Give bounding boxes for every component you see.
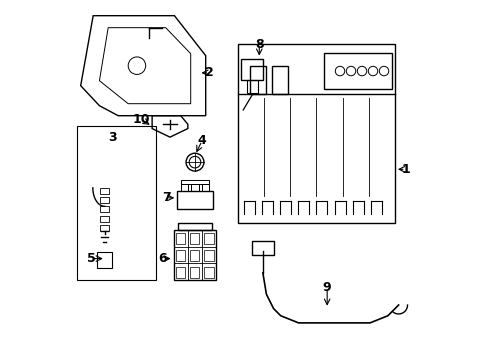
- Bar: [204, 250, 214, 261]
- Text: 5: 5: [87, 252, 96, 265]
- Bar: [202, 184, 209, 192]
- Text: 4: 4: [198, 134, 206, 147]
- Text: 8: 8: [255, 38, 264, 51]
- Bar: [190, 233, 199, 244]
- Text: 7: 7: [162, 192, 171, 204]
- Bar: [176, 250, 185, 261]
- Text: 9: 9: [323, 281, 331, 294]
- Bar: [181, 184, 188, 192]
- Bar: [176, 233, 185, 244]
- Bar: [178, 222, 212, 230]
- Bar: [204, 233, 214, 244]
- Bar: [77, 126, 156, 280]
- Bar: [204, 266, 214, 278]
- Text: 3: 3: [108, 131, 117, 144]
- Bar: [190, 250, 199, 261]
- Text: 6: 6: [159, 252, 167, 265]
- Bar: [252, 241, 273, 255]
- Bar: [192, 184, 198, 192]
- Bar: [176, 266, 185, 278]
- Bar: [190, 266, 199, 278]
- Text: 10: 10: [133, 113, 150, 126]
- Text: 1: 1: [401, 163, 410, 176]
- Bar: [181, 180, 209, 184]
- Bar: [177, 192, 213, 208]
- Bar: [173, 230, 217, 280]
- Text: 2: 2: [205, 66, 214, 79]
